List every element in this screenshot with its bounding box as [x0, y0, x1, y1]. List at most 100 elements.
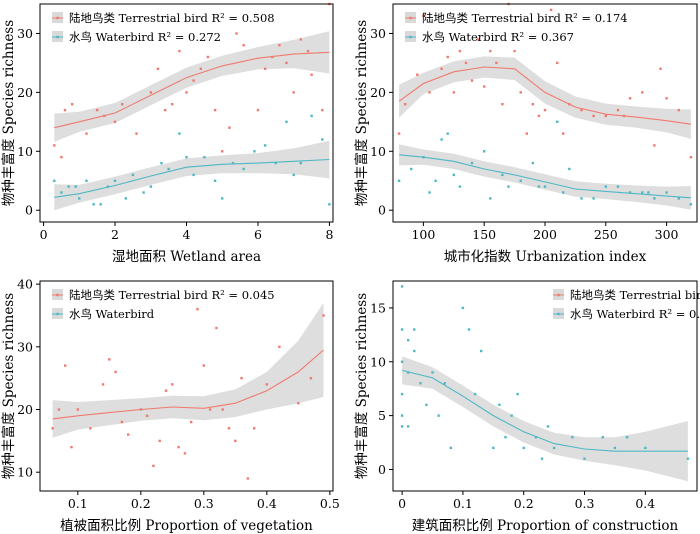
- data-point-series-1: [199, 67, 202, 70]
- data-point-series-2: [613, 446, 617, 450]
- data-point-series-1: [139, 408, 142, 411]
- y-tick-label: 10: [370, 354, 386, 369]
- data-point-series-1: [543, 108, 547, 112]
- data-point-series-2: [124, 197, 127, 200]
- data-point-series-1: [145, 414, 149, 417]
- data-point-series-2: [428, 191, 431, 194]
- data-point-series-1: [113, 120, 117, 123]
- data-point-series-1: [495, 61, 498, 65]
- data-point-series-1: [96, 108, 99, 112]
- data-point-series-1: [227, 427, 231, 430]
- data-point-series-2: [167, 167, 170, 171]
- chart-panel-4: 0 0.1 0.2 0.3 0.4 0 5 10 15 建筑面积比例 Proportion of …: [353, 280, 700, 534]
- data-point-series-2: [522, 446, 525, 450]
- data-point-series-2: [149, 185, 152, 188]
- data-point-series-1: [164, 389, 168, 392]
- data-point-series-2: [562, 191, 565, 194]
- data-point-series-2: [628, 191, 632, 194]
- data-point-series-1: [51, 427, 54, 430]
- x-tick-label: 0.3: [194, 496, 214, 511]
- data-point-series-1: [641, 91, 644, 94]
- x-tick-label: 0.2: [514, 496, 534, 511]
- data-point-series-1: [628, 97, 632, 100]
- data-point-series-1: [404, 103, 407, 106]
- data-point-series-2: [492, 446, 495, 450]
- data-point-series-1: [677, 108, 680, 112]
- x-tick-label: 0.5: [320, 496, 340, 511]
- data-point-series-2: [583, 457, 586, 460]
- x-axis-label: 湿地面积 Wetland area: [112, 249, 261, 265]
- plot-frame: [392, 280, 698, 492]
- data-point-series-2: [677, 197, 680, 200]
- data-point-series-1: [215, 326, 218, 330]
- data-point-series-2: [400, 392, 404, 396]
- legend-key-point: [56, 312, 59, 316]
- data-point-series-1: [470, 79, 474, 82]
- data-point-series-2: [489, 197, 492, 200]
- data-point-series-1: [85, 132, 88, 135]
- data-point-series-1: [121, 103, 124, 106]
- data-point-series-2: [443, 382, 446, 385]
- data-point-series-2: [397, 179, 401, 182]
- data-point-series-1: [196, 308, 199, 311]
- data-point-series-1: [309, 377, 313, 380]
- y-tick-label: 30: [17, 26, 33, 41]
- data-point-series-1: [501, 103, 504, 106]
- data-point-series-1: [228, 126, 231, 129]
- x-tick-label: 4: [183, 227, 191, 242]
- legend-key-point: [56, 16, 59, 20]
- data-point-series-1: [556, 61, 559, 65]
- data-point-series-2: [483, 150, 486, 153]
- data-point-series-2: [213, 179, 217, 182]
- data-point-series-1: [397, 132, 401, 135]
- data-point-series-2: [407, 425, 410, 428]
- data-point-series-1: [562, 132, 565, 135]
- y-tick-label: 10: [17, 144, 33, 159]
- y-tick-label: 10: [17, 465, 33, 480]
- x-tick-label: 2: [111, 227, 119, 242]
- y-tick-label: 20: [17, 402, 33, 417]
- data-point-series-2: [686, 457, 690, 460]
- data-point-series-2: [299, 161, 302, 165]
- data-point-series-2: [178, 132, 181, 135]
- data-point-series-1: [604, 114, 607, 118]
- data-point-series-1: [446, 55, 449, 59]
- data-point-series-1: [292, 91, 295, 94]
- data-point-series-1: [120, 420, 124, 424]
- data-point-series-1: [278, 44, 281, 47]
- x-tick-label: 0.4: [257, 496, 277, 511]
- data-point-series-1: [127, 433, 130, 436]
- data-point-series-2: [142, 191, 145, 194]
- data-point-series-2: [160, 161, 163, 165]
- data-point-series-2: [407, 371, 410, 374]
- data-point-series-2: [400, 425, 404, 428]
- confidence-band-series-2: [399, 144, 691, 210]
- data-point-series-2: [328, 203, 331, 206]
- data-point-series-1: [616, 108, 620, 112]
- data-point-series-2: [601, 436, 604, 439]
- data-point-series-2: [400, 328, 404, 331]
- y-tick-label: 30: [17, 339, 33, 354]
- data-point-series-1: [64, 364, 67, 367]
- legend-key-point: [557, 312, 560, 316]
- y-axis-label: 物种丰富度 Species richness: [353, 20, 370, 206]
- data-point-series-1: [149, 91, 152, 94]
- data-point-series-1: [265, 383, 268, 386]
- data-point-series-2: [540, 457, 544, 460]
- data-point-series-1: [665, 97, 668, 100]
- data-point-series-2: [85, 179, 88, 182]
- data-point-series-1: [306, 49, 310, 53]
- data-point-series-1: [297, 402, 300, 405]
- data-point-series-2: [434, 179, 437, 182]
- data-point-series-1: [513, 49, 516, 53]
- y-tick-label: 5: [378, 408, 386, 423]
- legend-label: 水鸟 Waterbird R² = 0.272: [69, 30, 221, 44]
- chart-panel-3: 0.1 0.2 0.3 0.4 0.5 10 20 30 40 植被面积比例 Proportion…: [0, 277, 340, 534]
- x-tick-label: 0.1: [68, 496, 88, 511]
- data-point-series-2: [431, 371, 434, 374]
- data-point-series-2: [546, 425, 550, 428]
- data-point-series-2: [131, 173, 135, 177]
- data-point-series-1: [253, 427, 256, 430]
- x-axis-label: 植被面积比例 Proportion of vegetation: [60, 518, 313, 534]
- data-point-series-1: [422, 14, 425, 17]
